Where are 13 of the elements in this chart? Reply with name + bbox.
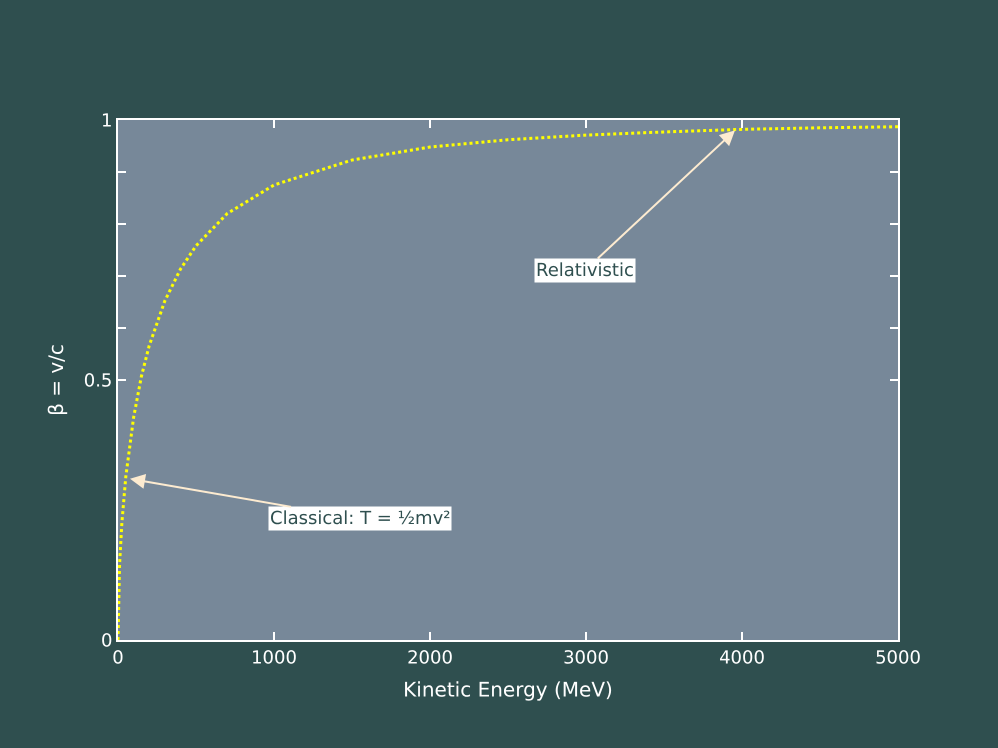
y-tick-label: 1 bbox=[100, 110, 112, 132]
line-series bbox=[118, 125, 898, 640]
x-tick-label: 4000 bbox=[719, 648, 765, 669]
x-tick-label: 2000 bbox=[407, 648, 453, 669]
y-tick-label: 0.5 bbox=[84, 370, 112, 392]
x-tick-label: 5000 bbox=[875, 648, 921, 669]
annotation: Relativistic bbox=[536, 260, 634, 281]
y-tick-label: 0 bbox=[100, 630, 112, 652]
y-axis-title: β = v/c bbox=[44, 344, 68, 416]
x-tick-label: 3000 bbox=[563, 648, 609, 669]
annotation: Classical: T = ½mv² bbox=[270, 508, 450, 529]
x-tick-label: 1000 bbox=[251, 648, 297, 669]
x-axis-title: Kinetic Energy (MeV) bbox=[403, 678, 613, 702]
